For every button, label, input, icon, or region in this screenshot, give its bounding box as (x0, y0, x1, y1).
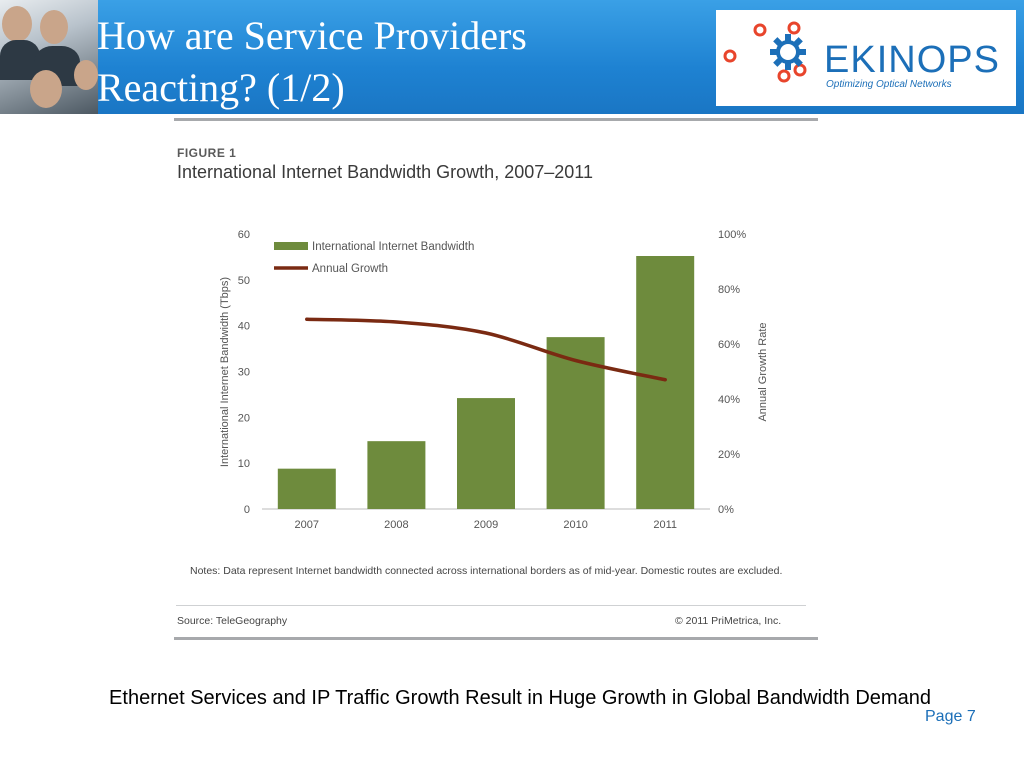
x-tick-label: 2008 (384, 519, 408, 531)
y-axis-title: International Internet Bandwidth (Tbps) (219, 277, 231, 467)
slide-title-line-1: How are Service Providers (97, 13, 527, 58)
growth-point (574, 359, 578, 362)
logo-dot (723, 49, 737, 63)
legend-label-bandwidth: International Internet Bandwidth (312, 241, 474, 253)
chart-axes: 0 10 20 30 40 50 60 0% 20% 40% 60% 80% 100% 2007 2008 2… (238, 229, 747, 531)
y2-tick-label: 100% (718, 229, 746, 241)
logo-dot (787, 21, 801, 35)
x-tick-label: 2007 (295, 519, 319, 531)
y-tick-label: 50 (238, 275, 250, 287)
y2-tick-label: 60% (718, 339, 740, 351)
bar (457, 398, 515, 509)
y-tick-label: 10 (238, 458, 250, 470)
x-tick-label: 2009 (474, 519, 498, 531)
growth-point (394, 320, 398, 324)
logo-dot (777, 69, 791, 83)
source-divider (176, 605, 806, 606)
y-tick-label: 20 (238, 412, 250, 424)
page-number: Page 7 (925, 708, 976, 725)
ekinops-logo-mark-icon (723, 21, 807, 83)
bar (277, 468, 336, 509)
logo-wordmark: EKINOPS (824, 39, 1000, 81)
bar (546, 337, 605, 509)
business-people-photo (0, 0, 98, 114)
chart-growth-line (305, 317, 667, 382)
chart-bars (277, 256, 695, 509)
figure-title: International Internet Bandwidth Growth,… (177, 162, 593, 182)
y2-tick-label: 40% (718, 394, 740, 406)
logo-panel (716, 10, 1016, 106)
legend-label-growth: Annual Growth (312, 263, 388, 275)
growth-point (484, 331, 488, 335)
bar (367, 441, 426, 509)
chart-legend: International Internet Bandwidth Annual … (274, 241, 474, 275)
logo-gear (770, 34, 806, 70)
slide-caption: Ethernet Services and IP Traffic Growth … (109, 687, 931, 709)
y-tick-label: 40 (238, 321, 250, 333)
y-tick-label: 60 (238, 229, 250, 241)
slide-title-line-2: Reacting? (1/2) (97, 65, 345, 110)
y2-tick-label: 80% (718, 284, 740, 296)
x-tick-label: 2010 (563, 519, 587, 531)
x-tick-label: 2011 (653, 519, 677, 531)
figure-frame (174, 118, 818, 640)
figure-copyright: © 2011 PriMetrica, Inc. (675, 615, 782, 627)
logo-dot (753, 23, 767, 37)
figure-source: Source: TeleGeography (177, 615, 288, 627)
logo-tagline: Optimizing Optical Networks (826, 79, 952, 90)
y2-tick-label: 0% (718, 504, 734, 516)
figure-label: FIGURE 1 (177, 146, 237, 160)
slide-title: How are Service Providers Reacting? (1/2… (97, 10, 657, 114)
growth-point (305, 317, 309, 321)
figure-notes: Notes: Data represent Internet bandwidth… (190, 565, 783, 577)
y-tick-label: 30 (238, 367, 250, 379)
growth-point (663, 378, 667, 382)
bar (636, 256, 695, 509)
legend-swatch-bandwidth (274, 242, 308, 250)
growth-line-series (305, 317, 667, 382)
y-tick-label: 0 (244, 504, 250, 516)
y2-tick-label: 20% (718, 449, 740, 461)
y2-axis-title: Annual Growth Rate (757, 322, 769, 421)
